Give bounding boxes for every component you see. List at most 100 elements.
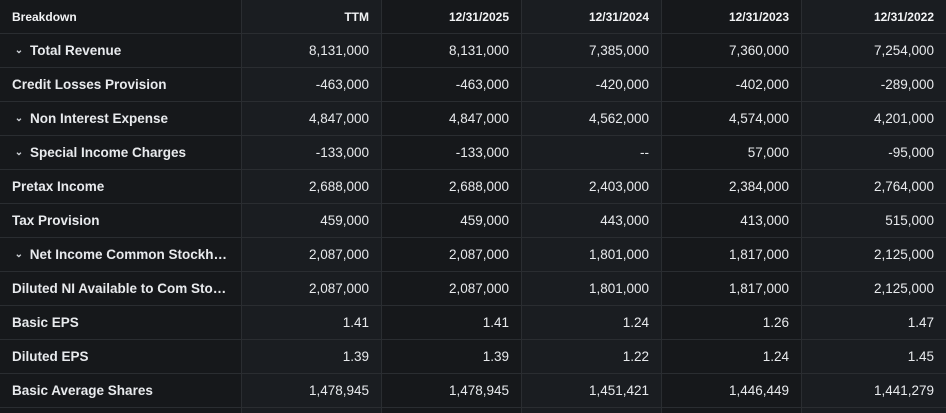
value-cell: 1.41 bbox=[382, 306, 522, 339]
value-cell: 2,688,000 bbox=[382, 170, 522, 203]
value-cell: 4,847,000 bbox=[382, 102, 522, 135]
value-cell: 1,478,945 bbox=[382, 374, 522, 407]
row-label: Credit Losses Provision bbox=[12, 77, 167, 92]
table-row: Diluted NI Available to Com Stoc... 2,087… bbox=[0, 272, 946, 306]
table-row: Diluted EPS 1.39 1.39 1.22 1.24 1.45 bbox=[0, 340, 946, 374]
row-label-cell: Basic Average Shares bbox=[0, 374, 242, 407]
value-cell: -463,000 bbox=[382, 68, 522, 101]
value-cell: -402,000 bbox=[662, 68, 802, 101]
value-cell: 2,384,000 bbox=[662, 170, 802, 203]
value-cell: 459,000 bbox=[382, 204, 522, 237]
value-cell: 1,451,421 bbox=[522, 374, 662, 407]
table-row[interactable]: ⌄ Net Income Common Stockho... 2,087,000 2,… bbox=[0, 238, 946, 272]
row-label: Pretax Income bbox=[12, 179, 105, 194]
chevron-down-icon[interactable]: ⌄ bbox=[14, 249, 24, 260]
value-cell: 1,817,000 bbox=[662, 238, 802, 271]
table-row: Tax Provision 459,000 459,000 443,000 413,00… bbox=[0, 204, 946, 238]
table-row: Basic Average Shares 1,478,945 1,478,945 1,… bbox=[0, 374, 946, 408]
column-header-2024[interactable]: 12/31/2024 bbox=[522, 0, 662, 33]
row-label: Diluted NI Available to Com Stoc... bbox=[12, 281, 229, 296]
row-label: Special Income Charges bbox=[30, 145, 187, 160]
table-header: Breakdown TTM 12/31/2025 12/31/2024 12/3… bbox=[0, 0, 946, 34]
value-cell: -133,000 bbox=[382, 136, 522, 169]
column-header-2025[interactable]: 12/31/2025 bbox=[382, 0, 522, 33]
table-body: ⌄ Total Revenue 8,131,000 8,131,000 7,385,00… bbox=[0, 34, 946, 408]
row-label-cell: Diluted EPS bbox=[0, 340, 242, 373]
value-cell: 1.24 bbox=[522, 306, 662, 339]
table-row: Basic EPS 1.41 1.41 1.24 1.26 1.47 bbox=[0, 306, 946, 340]
value-cell: -- bbox=[522, 136, 662, 169]
row-label-cell: Pretax Income bbox=[0, 170, 242, 203]
value-cell: 2,764,000 bbox=[802, 170, 946, 203]
row-label: Total Revenue bbox=[30, 43, 122, 58]
row-label-cell[interactable]: ⌄ Non Interest Expense bbox=[0, 102, 242, 135]
row-label-cell: Tax Provision bbox=[0, 204, 242, 237]
value-cell: 1.39 bbox=[382, 340, 522, 373]
row-label: Non Interest Expense bbox=[30, 111, 169, 126]
value-cell: 1.41 bbox=[242, 306, 382, 339]
column-header-2022[interactable]: 12/31/2022 bbox=[802, 0, 946, 33]
chevron-down-icon[interactable]: ⌄ bbox=[14, 147, 24, 158]
value-cell: 459,000 bbox=[242, 204, 382, 237]
value-cell: 2,403,000 bbox=[522, 170, 662, 203]
column-header-ttm[interactable]: TTM bbox=[242, 0, 382, 33]
value-cell: 4,562,000 bbox=[522, 102, 662, 135]
row-label-cell[interactable]: ⌄ Total Revenue bbox=[0, 34, 242, 67]
value-cell: 1,801,000 bbox=[522, 238, 662, 271]
value-cell: -463,000 bbox=[242, 68, 382, 101]
value-cell: 1,446,449 bbox=[662, 374, 802, 407]
value-cell: 1.26 bbox=[662, 306, 802, 339]
table-row[interactable]: ⌄ Special Income Charges -133,000 -133,000-… bbox=[0, 136, 946, 170]
row-label-cell[interactable]: ⌄ Net Income Common Stockho... bbox=[0, 238, 242, 271]
value-cell: 4,847,000 bbox=[242, 102, 382, 135]
value-cell: 1,441,279 bbox=[802, 374, 946, 407]
table-row-partial bbox=[0, 408, 946, 413]
row-label: Tax Provision bbox=[12, 213, 100, 228]
row-label: Basic EPS bbox=[12, 315, 79, 330]
value-cell: 4,201,000 bbox=[802, 102, 946, 135]
table-row: Pretax Income 2,688,000 2,688,000 2,403,000… bbox=[0, 170, 946, 204]
value-cell: -95,000 bbox=[802, 136, 946, 169]
value-cell: 2,087,000 bbox=[382, 272, 522, 305]
value-cell: 4,574,000 bbox=[662, 102, 802, 135]
value-cell: 1,478,945 bbox=[242, 374, 382, 407]
value-cell: 7,254,000 bbox=[802, 34, 946, 67]
value-cell: 1.39 bbox=[242, 340, 382, 373]
row-label: Diluted EPS bbox=[12, 349, 89, 364]
value-cell: 1.45 bbox=[802, 340, 946, 373]
value-cell: 1.47 bbox=[802, 306, 946, 339]
value-cell: 413,000 bbox=[662, 204, 802, 237]
value-cell: 2,087,000 bbox=[382, 238, 522, 271]
value-cell: 2,087,000 bbox=[242, 272, 382, 305]
table-row: Credit Losses Provision -463,000 -463,000-… bbox=[0, 68, 946, 102]
value-cell: 8,131,000 bbox=[382, 34, 522, 67]
row-label-cell[interactable]: ⌄ Special Income Charges bbox=[0, 136, 242, 169]
row-label: Basic Average Shares bbox=[12, 383, 153, 398]
row-label-cell: Credit Losses Provision bbox=[0, 68, 242, 101]
value-cell: 1.24 bbox=[662, 340, 802, 373]
value-cell: 7,360,000 bbox=[662, 34, 802, 67]
value-cell: 7,385,000 bbox=[522, 34, 662, 67]
value-cell: 2,087,000 bbox=[242, 238, 382, 271]
value-cell: 1,817,000 bbox=[662, 272, 802, 305]
row-label: Net Income Common Stockho... bbox=[29, 247, 229, 262]
value-cell: 515,000 bbox=[802, 204, 946, 237]
table-row[interactable]: ⌄ Total Revenue 8,131,000 8,131,000 7,385,00… bbox=[0, 34, 946, 68]
value-cell: 1.22 bbox=[522, 340, 662, 373]
column-header-2023[interactable]: 12/31/2023 bbox=[662, 0, 802, 33]
value-cell: 1,801,000 bbox=[522, 272, 662, 305]
value-cell: 443,000 bbox=[522, 204, 662, 237]
value-cell: 57,000 bbox=[662, 136, 802, 169]
table-row[interactable]: ⌄ Non Interest Expense 4,847,000 4,847,000 4… bbox=[0, 102, 946, 136]
value-cell: 2,125,000 bbox=[802, 272, 946, 305]
value-cell: -289,000 bbox=[802, 68, 946, 101]
value-cell: 2,688,000 bbox=[242, 170, 382, 203]
chevron-down-icon[interactable]: ⌄ bbox=[14, 113, 24, 124]
row-label-cell: Basic EPS bbox=[0, 306, 242, 339]
value-cell: 2,125,000 bbox=[802, 238, 946, 271]
row-label-cell: Diluted NI Available to Com Stoc... bbox=[0, 272, 242, 305]
value-cell: -420,000 bbox=[522, 68, 662, 101]
chevron-down-icon[interactable]: ⌄ bbox=[14, 45, 24, 56]
column-header-breakdown[interactable]: Breakdown bbox=[0, 0, 242, 33]
